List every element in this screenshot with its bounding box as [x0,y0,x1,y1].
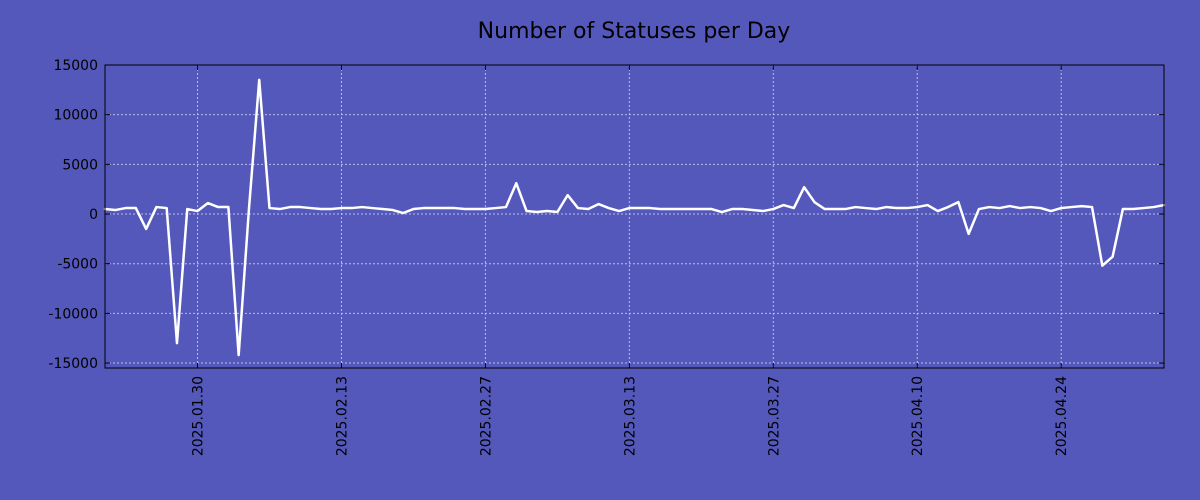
y-tick-label: -15000 [48,356,98,372]
y-axis: 15000 10000 5000 0 -5000 -10000 -15000 [48,58,1164,372]
grid-lines [105,64,1164,368]
x-tick-label: 2025.02.27 [478,376,494,456]
x-tick-label: 2025.02.13 [334,376,350,456]
x-tick-label: 2025.03.13 [622,376,638,456]
y-tick-label: 15000 [53,58,98,74]
chart-title: Number of Statuses per Day [478,19,791,44]
x-tick-label: 2025.03.27 [766,376,782,456]
x-tick-label: 2025.01.30 [191,376,207,456]
plot-area-frame [104,64,1165,369]
x-axis: 2025.01.30 2025.02.13 2025.02.27 2025.03.13… [191,65,1070,456]
y-tick-label: -5000 [57,257,98,273]
y-tick-label: -10000 [48,306,98,322]
y-tick-label: 0 [89,207,98,223]
y-tick-label: 10000 [53,108,98,124]
x-tick-label: 2025.04.24 [1054,376,1070,456]
y-tick-label: 5000 [62,157,98,173]
x-tick-label: 2025.04.10 [910,376,926,456]
series-line [103,78,1166,357]
series-layer [103,78,1166,357]
